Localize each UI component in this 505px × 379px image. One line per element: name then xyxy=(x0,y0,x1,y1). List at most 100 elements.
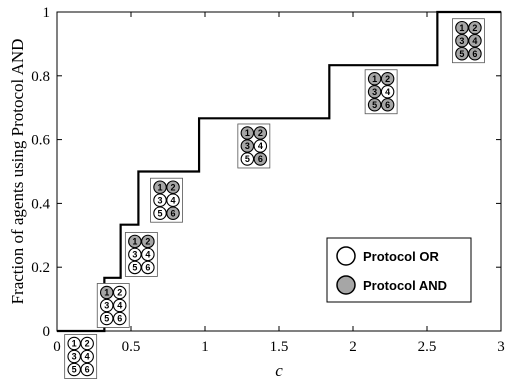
agent-or-marker xyxy=(80,349,94,364)
y-tick-label: 0.4 xyxy=(31,196,50,212)
agent-number: 1 xyxy=(104,288,109,298)
agent-or-marker xyxy=(166,193,180,207)
agent-and-marker xyxy=(141,234,155,249)
agent-and-marker xyxy=(240,126,255,140)
agent-and-marker xyxy=(99,285,114,300)
agent-number: 1 xyxy=(459,23,464,33)
x-tick-label: 0 xyxy=(53,339,61,355)
agent-number: 6 xyxy=(385,100,390,110)
agent-and-marker xyxy=(455,46,469,61)
y-axis-label: Fraction of agents using Protocol AND xyxy=(8,39,27,305)
configuration-marker: 1 23 45 6 xyxy=(64,334,98,379)
agent-number: 5 xyxy=(372,100,377,110)
configuration-marker: 1 23 45 6 xyxy=(237,123,271,169)
agent-number: 1 xyxy=(245,128,250,138)
configuration-marker: 1 23 45 6 xyxy=(150,177,183,223)
legend: Protocol OR Protocol AND xyxy=(326,237,472,303)
agent-and-marker xyxy=(468,46,482,61)
agent-number: 3 xyxy=(72,352,77,362)
agent-number: 4 xyxy=(85,352,90,362)
agent-and-marker xyxy=(380,72,395,86)
agent-and-marker xyxy=(253,152,268,166)
agent-or-marker xyxy=(380,85,395,99)
agent-number: 6 xyxy=(258,154,263,164)
agent-or-marker xyxy=(128,260,142,275)
agent-and-marker xyxy=(153,180,167,194)
agent-or-marker xyxy=(240,152,255,166)
agent-number: 4 xyxy=(385,87,390,97)
y-tick-label: 0.8 xyxy=(31,69,50,85)
agent-number: 2 xyxy=(171,182,176,192)
legend-or-label: Protocol OR xyxy=(363,249,439,264)
agent-and-marker xyxy=(253,126,268,140)
agent-or-marker xyxy=(153,193,167,207)
agent-number: 1 xyxy=(158,182,163,192)
agent-or-marker xyxy=(99,298,114,313)
x-ticks: 0 0.5 1 1.5 2 2.5 3 xyxy=(53,12,505,355)
agent-and-marker xyxy=(367,72,382,86)
x-tick-label: 1 xyxy=(201,339,209,355)
agent-and-marker xyxy=(468,20,482,35)
agent-number: 2 xyxy=(385,74,390,84)
agent-or-marker xyxy=(67,362,81,377)
agent-and-marker xyxy=(380,98,395,112)
agent-number: 6 xyxy=(117,314,122,324)
agent-or-marker xyxy=(67,336,81,351)
agent-or-marker xyxy=(67,349,81,364)
agent-or-marker xyxy=(253,139,268,153)
agent-number: 5 xyxy=(245,154,250,164)
agent-number: 2 xyxy=(472,23,477,33)
agent-number: 1 xyxy=(132,237,137,247)
agent-number: 2 xyxy=(117,288,122,298)
x-tick-label: 3 xyxy=(497,339,505,355)
legend-or-marker xyxy=(336,246,356,266)
agent-number: 2 xyxy=(85,339,90,349)
x-tick-label: 0.5 xyxy=(122,339,141,355)
configuration-marker: 1 23 45 6 xyxy=(452,18,485,64)
agent-number: 4 xyxy=(117,301,122,311)
agent-or-marker xyxy=(141,247,155,262)
agent-or-marker xyxy=(128,247,142,262)
agent-or-marker xyxy=(112,285,127,300)
configuration-marker: 1 23 45 6 xyxy=(364,69,398,115)
agent-and-marker xyxy=(455,33,469,48)
x-axis-label: c xyxy=(275,361,283,379)
agent-number: 3 xyxy=(104,301,109,311)
agent-number: 4 xyxy=(171,195,176,205)
y-ticks: 0 0.2 0.4 0.6 0.8 1 xyxy=(31,5,501,340)
y-tick-label: 0 xyxy=(43,324,51,340)
agent-number: 6 xyxy=(145,263,150,273)
agent-and-marker xyxy=(367,85,382,99)
agent-number: 5 xyxy=(459,49,464,59)
agent-number: 6 xyxy=(171,208,176,218)
agent-number: 4 xyxy=(258,141,263,151)
agent-or-marker xyxy=(112,311,127,326)
y-tick-label: 0.2 xyxy=(31,260,50,276)
agent-and-marker xyxy=(367,98,382,112)
agent-number: 3 xyxy=(372,87,377,97)
agent-number: 1 xyxy=(72,339,77,349)
agent-number: 6 xyxy=(472,49,477,59)
legend-and-marker xyxy=(336,275,356,295)
y-tick-label: 0.6 xyxy=(31,133,50,149)
agent-number: 2 xyxy=(258,128,263,138)
configuration-markers: 1 23 45 61 23 45 61 23 45 61 23 45 61 23 45 61 23 45 61 23 4… xyxy=(64,18,485,379)
agent-and-marker xyxy=(240,139,255,153)
agent-number: 5 xyxy=(158,208,163,218)
x-tick-label: 1.5 xyxy=(270,339,289,355)
legend-and-label: Protocol AND xyxy=(363,278,447,293)
agent-and-marker xyxy=(128,234,142,249)
agent-number: 5 xyxy=(72,365,77,375)
agent-number: 3 xyxy=(459,36,464,46)
agent-or-marker xyxy=(141,260,155,275)
agent-and-marker xyxy=(468,33,482,48)
configuration-marker: 1 23 45 6 xyxy=(124,232,158,277)
agent-number: 3 xyxy=(245,141,250,151)
agent-number: 4 xyxy=(472,36,477,46)
agent-number: 5 xyxy=(104,314,109,324)
agent-and-marker xyxy=(166,180,180,194)
agent-or-marker xyxy=(80,336,94,351)
step-line xyxy=(57,10,501,333)
agent-or-marker xyxy=(112,298,127,313)
